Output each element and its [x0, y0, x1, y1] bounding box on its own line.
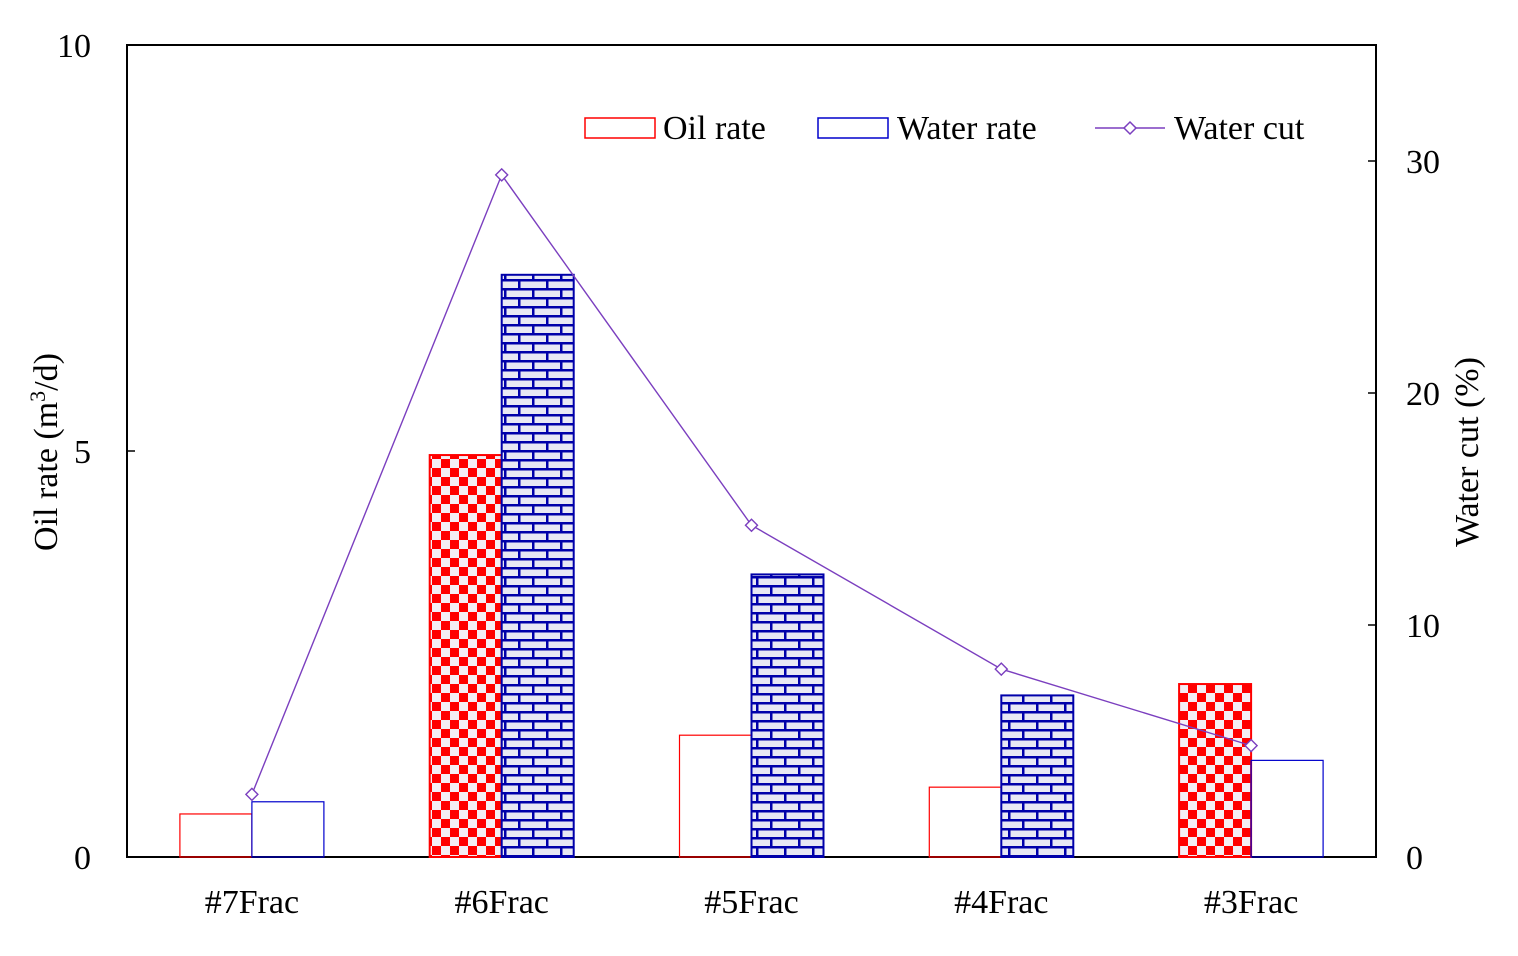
bars-group: [179, 273, 1324, 858]
legend: Oil rate Water rate Water cut: [584, 110, 1305, 147]
y-right-tick-label-20: 20: [1406, 376, 1440, 413]
bar-water-rate-7frac: [251, 801, 325, 858]
x-category-label-4frac: #4Frac: [954, 884, 1048, 921]
y-right-tick-label-30: 30: [1406, 144, 1440, 181]
x-category-label-3frac: #3Frac: [1204, 884, 1298, 921]
water-cut-point-5frac: [744, 518, 759, 533]
water-cut-point-6frac: [494, 167, 509, 182]
x-category-label-5frac: #5Frac: [704, 884, 798, 921]
y-right-axis-title: Water cut (%): [1449, 357, 1486, 547]
category-labels-group: #7Frac #6Frac #5Frac #4Frac #3Frac: [205, 884, 1299, 921]
y-right-tick-label-10: 10: [1406, 608, 1440, 645]
y-left-tick-label-0: 0: [74, 840, 91, 877]
bar-water-rate-3frac: [1250, 759, 1324, 858]
water-cut-point-4frac: [994, 662, 1009, 677]
legend-oil-rate-swatch: [584, 117, 656, 139]
bar-oil-rate-6frac: [428, 454, 503, 858]
y-right-tick-label-0: 0: [1406, 840, 1423, 877]
bar-water-rate-4frac: [1000, 694, 1075, 858]
y-left-tick-label-10: 10: [57, 28, 91, 65]
bar-oil-rate-4frac: [928, 786, 1002, 858]
ticks-group: 0 5 10 0 10 20 30: [57, 28, 1440, 877]
bar-water-rate-5frac: [750, 573, 825, 858]
water-cut-line-group: [244, 167, 1259, 802]
y-left-axis-title: Oil rate (m3/d): [25, 353, 65, 551]
bar-water-rate-6frac: [500, 273, 575, 858]
water-cut-point-3frac: [1244, 738, 1259, 753]
y-left-tick-label-5: 5: [74, 434, 91, 471]
bar-oil-rate-7frac: [179, 813, 253, 858]
x-category-label-7frac: #7Frac: [205, 884, 299, 921]
x-category-label-6frac: #6Frac: [454, 884, 548, 921]
legend-water-cut-label: Water cut: [1174, 110, 1305, 147]
legend-water-rate-swatch: [817, 117, 889, 139]
water-cut-point-7frac: [244, 787, 259, 802]
bar-oil-rate-3frac: [1178, 683, 1253, 858]
legend-oil-rate-label: Oil rate: [663, 110, 766, 147]
bar-oil-rate-5frac: [678, 734, 753, 858]
legend-water-rate-label: Water rate: [897, 110, 1037, 147]
legend-water-cut-marker: [1122, 120, 1138, 136]
